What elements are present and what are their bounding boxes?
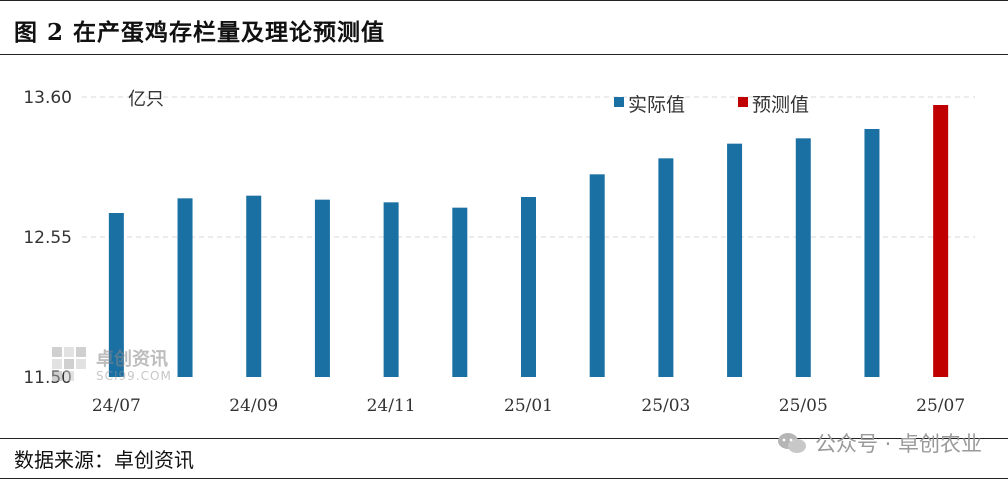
bar-actual	[521, 197, 536, 377]
page-title: 图 2 在产蛋鸡存栏量及理论预测值	[14, 19, 386, 46]
bar-actual	[177, 198, 193, 377]
grid-lines	[82, 96, 975, 238]
legend-swatch-forecast	[738, 97, 748, 107]
bar-actual	[589, 174, 605, 377]
source-rule	[0, 438, 1008, 439]
bar-actual	[727, 143, 743, 377]
x-tick-label: 24/09	[229, 396, 278, 416]
legend-label-actual: 实际值	[628, 94, 685, 116]
bar-actual	[658, 158, 674, 377]
credit-text: 公众号 · 卓创农业	[814, 432, 982, 456]
legend: 实际值 预测值	[614, 94, 809, 116]
bar-actual	[108, 213, 124, 377]
x-tick-label: 25/07	[916, 396, 965, 416]
bar-actual	[864, 129, 880, 377]
top-rule	[0, 0, 1008, 1]
bar-actual	[314, 199, 330, 377]
credit: 公众号 · 卓创农业	[777, 428, 982, 458]
x-tick-label: 25/01	[504, 396, 553, 416]
unit-label: 亿只	[128, 89, 164, 110]
bar-actual	[383, 202, 399, 377]
data-source: 数据来源：卓创资讯	[14, 448, 194, 472]
x-tick-label: 24/07	[92, 396, 141, 416]
x-tick-label: 25/05	[779, 396, 828, 416]
wechat-icon	[777, 433, 806, 453]
x-tick-label: 24/11	[367, 396, 416, 416]
title-bar: 图 2 在产蛋鸡存栏量及理论预测值	[0, 0, 1008, 54]
bars	[108, 105, 949, 377]
legend-label-forecast: 预测值	[752, 94, 809, 116]
title-rule	[0, 54, 1008, 55]
bar-actual	[246, 195, 262, 377]
bar-forecast	[933, 105, 949, 377]
bar-actual	[452, 207, 468, 377]
legend-swatch-actual	[614, 97, 624, 107]
watermark-site: SCI99.COM	[96, 369, 172, 383]
watermark-name: 卓创资讯	[96, 349, 168, 370]
watermark: 卓创资讯 SCI99.COM	[50, 343, 171, 387]
y-tick-label: 13.60	[23, 88, 72, 108]
y-tick-label: 12.55	[23, 228, 72, 248]
watermark-logo-icon	[52, 347, 86, 381]
x-tick-label: 25/03	[641, 396, 690, 416]
bottom-rule	[0, 478, 1008, 479]
bar-actual	[795, 138, 811, 377]
